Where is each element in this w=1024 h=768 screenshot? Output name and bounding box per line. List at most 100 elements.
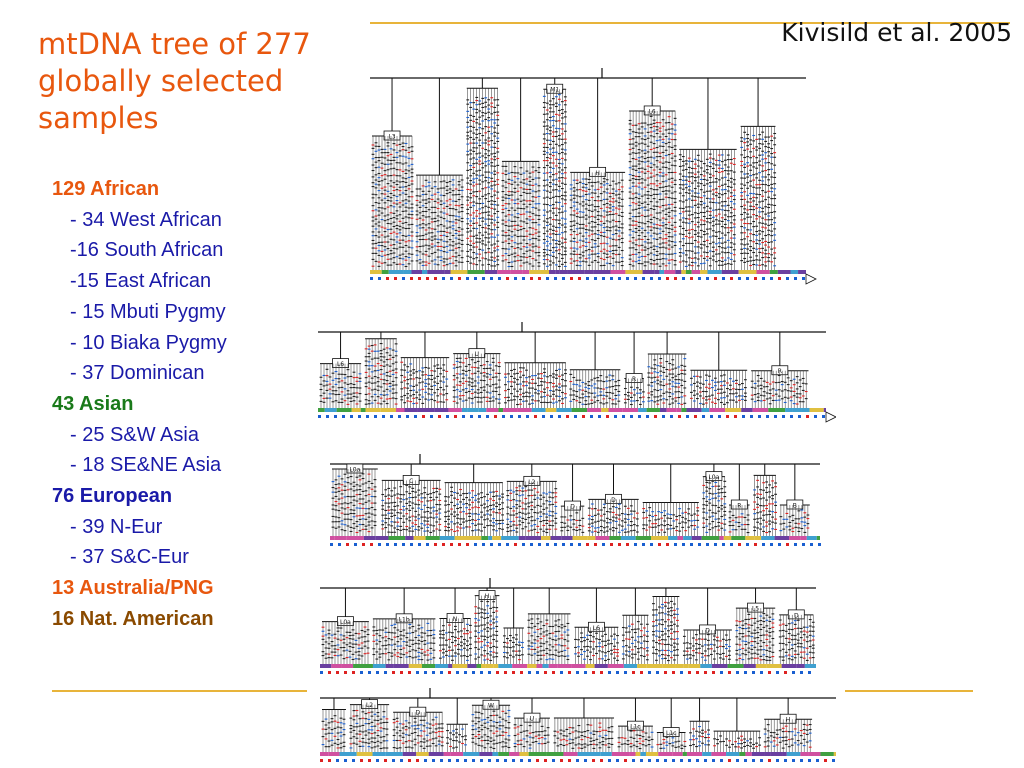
- mutation-mark: [469, 102, 473, 104]
- mutation-mark: [461, 369, 465, 371]
- mutation-mark: [605, 391, 609, 394]
- mutation-mark: [554, 239, 558, 242]
- mutation-mark: [655, 238, 659, 240]
- mutation-mark: [608, 380, 612, 382]
- mutation-mark: [528, 255, 532, 257]
- mutation-mark: [487, 130, 491, 132]
- mutation-mark: [743, 392, 747, 394]
- mutation-mark: [732, 203, 736, 205]
- mutation-mark: [543, 401, 546, 403]
- mutation-mark: [560, 211, 564, 213]
- population-code-mark: [638, 415, 641, 418]
- mutation-mark: [501, 179, 505, 182]
- mutation-mark: [740, 160, 744, 162]
- mutation-mark: [540, 391, 543, 393]
- mutation-mark: [392, 189, 396, 192]
- mutation-mark: [542, 227, 546, 229]
- mutation-mark: [587, 392, 591, 394]
- mutation-mark: [478, 208, 482, 210]
- mutation-mark: [361, 473, 365, 475]
- mutation-mark: [563, 96, 567, 98]
- mutation-mark: [752, 259, 756, 261]
- population-code-mark: [790, 415, 793, 418]
- mutation-mark: [649, 218, 653, 220]
- mutation-mark: [634, 249, 638, 251]
- population-strip: [792, 408, 802, 412]
- mutation-mark: [519, 383, 522, 385]
- mutation-mark: [664, 166, 668, 169]
- mutation-mark: [457, 199, 461, 201]
- mutation-mark: [783, 396, 787, 398]
- mutation-mark: [458, 357, 462, 359]
- mutation-mark: [773, 188, 777, 190]
- population-code-mark: [534, 415, 537, 418]
- mutation-mark: [429, 531, 433, 534]
- mutation-mark: [444, 496, 447, 498]
- mutation-mark: [664, 242, 668, 244]
- mutation-mark: [673, 139, 677, 141]
- mutation-mark: [664, 208, 668, 210]
- mutation-mark: [510, 253, 514, 255]
- mutation-mark: [460, 179, 464, 181]
- mutation-mark: [382, 356, 386, 358]
- mutation-mark: [749, 180, 753, 182]
- mutation-mark: [584, 214, 588, 216]
- mutation-mark: [457, 219, 461, 221]
- mutation-mark: [491, 376, 495, 378]
- mutation-mark: [770, 156, 774, 158]
- mutation-mark: [569, 262, 573, 264]
- mutation-mark: [628, 133, 632, 135]
- mutation-mark: [734, 392, 738, 394]
- mutation-mark: [418, 377, 422, 379]
- mutation-mark: [404, 216, 408, 218]
- mutation-mark: [421, 223, 425, 225]
- mutation-mark: [370, 371, 374, 373]
- mutation-mark: [478, 110, 482, 112]
- mutation-mark: [389, 244, 393, 246]
- mutation-mark: [634, 239, 638, 241]
- mutation-mark: [496, 240, 500, 242]
- mutation-mark: [454, 232, 458, 235]
- mutation-mark: [551, 135, 555, 137]
- mutation-mark: [656, 376, 660, 378]
- mutation-mark: [346, 390, 350, 392]
- mutation-mark: [661, 125, 665, 127]
- mutation-mark: [770, 230, 774, 232]
- mutation-mark: [484, 171, 488, 173]
- mutation-mark: [404, 210, 408, 212]
- mutation-mark: [410, 183, 414, 185]
- mutation-mark: [637, 238, 641, 240]
- mutation-mark: [743, 261, 747, 263]
- mutation-mark: [752, 196, 756, 198]
- mutation-mark: [723, 205, 727, 207]
- mutation-mark: [531, 382, 534, 384]
- mutation-mark: [664, 174, 668, 176]
- mutation-mark: [683, 358, 687, 360]
- mutation-mark: [558, 368, 561, 370]
- mutation-mark: [555, 389, 558, 391]
- population-strip: [752, 408, 769, 412]
- mutation-mark: [711, 241, 715, 243]
- mutation-mark: [798, 379, 802, 381]
- mutation-mark: [578, 232, 582, 234]
- mutation-mark: [761, 138, 765, 140]
- mutation-mark: [704, 379, 708, 382]
- mutation-mark: [655, 160, 659, 162]
- mutation-mark: [501, 502, 504, 504]
- mutation-mark: [678, 178, 682, 181]
- mutation-mark: [401, 149, 405, 151]
- population-code-mark: [774, 415, 777, 418]
- mutation-mark: [475, 129, 479, 131]
- mutation-mark: [504, 197, 508, 199]
- mutation-mark: [628, 153, 632, 155]
- mutation-mark: [430, 228, 434, 230]
- population-code-mark: [598, 415, 601, 418]
- mutation-mark: [512, 520, 516, 522]
- mutation-mark: [575, 212, 579, 214]
- mutation-mark: [640, 263, 644, 265]
- mutation-mark: [542, 238, 546, 241]
- mutation-mark: [442, 230, 446, 233]
- mutation-mark: [435, 516, 439, 518]
- mutation-mark: [423, 492, 427, 494]
- mutation-mark: [521, 502, 525, 504]
